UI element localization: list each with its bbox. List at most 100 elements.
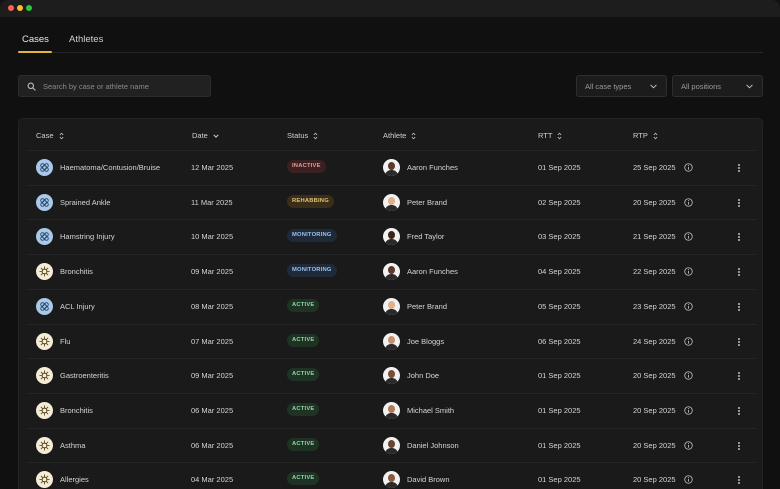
case-date: 06 Mar 2025 [191, 440, 234, 450]
column-header-case[interactable]: Case [36, 131, 64, 140]
status-badge: REHABBING [287, 194, 334, 208]
case-name[interactable]: Gastroenteritis [60, 371, 109, 381]
more-vertical-icon[interactable] [736, 301, 742, 313]
table-row[interactable]: Flu 07 Mar 2025 ACTIVE Joe Bloggs 06 Sep 202… [27, 323, 756, 359]
info-icon[interactable] [684, 267, 693, 276]
table-row[interactable]: Bronchitis 09 Mar 2025 MONITORING Aaron Fun… [27, 254, 756, 289]
chevron-down-icon [746, 84, 753, 89]
case-type-filter[interactable]: All case types [576, 75, 667, 97]
search-box[interactable] [18, 75, 211, 97]
athlete-name[interactable]: Aaron Funches [407, 163, 458, 172]
table-row[interactable]: Gastroenteritis 09 Mar 2025 ACTIVE John Doe… [27, 358, 756, 393]
avatar [383, 436, 400, 454]
status-badge: INACTIVE [287, 160, 326, 173]
sort-icon [59, 132, 63, 140]
info-icon[interactable] [684, 232, 693, 242]
info-icon[interactable] [684, 302, 693, 311]
case-name[interactable]: ACL Injury [60, 301, 95, 311]
info-icon[interactable] [684, 475, 693, 484]
virus-icon [39, 405, 50, 416]
column-header-status[interactable]: Status [287, 131, 318, 140]
case-type-icon [36, 401, 53, 419]
rtp-date: 23 Sep 2025 [633, 301, 676, 311]
info-icon[interactable] [684, 371, 693, 380]
avatar [383, 401, 400, 419]
athlete-name[interactable]: Joe Bloggs [407, 336, 445, 346]
case-type-icon [36, 297, 53, 315]
maximize-window-button[interactable] [26, 5, 32, 11]
table-row[interactable]: ACL Injury 08 Mar 2025 ACTIVE Peter Brand 05… [27, 288, 756, 324]
close-window-button[interactable] [8, 5, 14, 11]
tab-athletes[interactable]: Athletes [69, 34, 104, 45]
athlete-name[interactable]: David Brown [407, 475, 450, 485]
athlete-name[interactable]: Peter Brand [407, 301, 448, 311]
table-row[interactable]: Haematoma/Contusion/Bruise 12 Mar 2025 INA… [27, 150, 756, 185]
case-type-icon [36, 471, 53, 489]
case-name[interactable]: Flu [60, 336, 71, 346]
virus-icon [39, 266, 50, 277]
chevron-down-icon [650, 84, 657, 89]
case-name[interactable]: Sprained Ankle [60, 197, 111, 207]
table-row[interactable]: Asthma 06 Mar 2025 ACTIVE Daniel Johnson 01 … [27, 427, 756, 463]
title-bar [0, 0, 780, 17]
column-header-rtp[interactable]: RTP [633, 131, 658, 140]
search-input[interactable] [43, 79, 203, 93]
table-header: Case Date Status Athlete RTT RTP [19, 119, 764, 150]
position-filter[interactable]: All positions [672, 75, 763, 97]
more-vertical-icon[interactable] [736, 162, 742, 174]
case-name[interactable]: Allergies [60, 475, 89, 485]
case-date: 12 Mar 2025 [191, 163, 234, 172]
athlete-name[interactable]: Peter Brand [407, 197, 448, 207]
athlete-name[interactable]: Daniel Johnson [407, 440, 459, 450]
chevron-down-icon [213, 134, 219, 138]
rtp-date: 20 Sep 2025 [633, 475, 676, 485]
more-vertical-icon[interactable] [736, 197, 742, 209]
minimize-window-button[interactable] [17, 5, 23, 11]
status-badge: ACTIVE [287, 472, 320, 486]
rtt-date: 01 Sep 2025 [538, 163, 581, 172]
rtt-date: 01 Sep 2025 [538, 371, 581, 381]
case-type-filter-value: All case types [585, 82, 632, 91]
athlete-name[interactable]: Fred Taylor [407, 232, 445, 242]
more-vertical-icon[interactable] [736, 370, 742, 382]
column-header-rtt[interactable]: RTT [538, 131, 562, 140]
status-badge: ACTIVE [287, 402, 320, 416]
case-type-icon [36, 228, 53, 246]
info-icon[interactable] [684, 198, 693, 207]
tab-cases[interactable]: Cases [22, 34, 49, 45]
case-name[interactable]: Hamstring Injury [60, 232, 115, 242]
case-type-icon [36, 159, 53, 176]
info-icon[interactable] [684, 163, 693, 172]
case-name[interactable]: Haematoma/Contusion/Bruise [60, 163, 161, 172]
case-type-icon [36, 367, 53, 385]
more-vertical-icon[interactable] [736, 440, 742, 452]
virus-icon [39, 335, 50, 347]
info-icon[interactable] [684, 440, 693, 450]
table-row[interactable]: Allergies 04 Mar 2025 ACTIVE David Brown 01 … [27, 462, 756, 489]
case-name[interactable]: Bronchitis [60, 267, 93, 277]
rtp-date: 24 Sep 2025 [633, 336, 676, 346]
rtt-date: 06 Sep 2025 [538, 336, 581, 346]
info-icon[interactable] [684, 336, 693, 346]
more-vertical-icon[interactable] [736, 336, 742, 348]
sort-icon [313, 132, 318, 140]
column-header-date[interactable]: Date [192, 131, 219, 140]
more-vertical-icon[interactable] [736, 474, 742, 486]
more-vertical-icon[interactable] [736, 266, 742, 278]
athlete-name[interactable]: John Doe [407, 371, 440, 381]
case-name[interactable]: Bronchitis [60, 405, 93, 415]
info-icon[interactable] [684, 406, 693, 415]
column-header-athlete[interactable]: Athlete [383, 131, 416, 140]
table-row[interactable]: Sprained Ankle 11 Mar 2025 REHABBING Peter … [27, 184, 756, 220]
virus-icon [39, 439, 50, 451]
rtt-date: 04 Sep 2025 [538, 267, 581, 277]
case-date: 08 Mar 2025 [191, 301, 234, 311]
case-name[interactable]: Asthma [60, 440, 86, 450]
table-row[interactable]: Hamstring Injury 10 Mar 2025 MONITORING Fre… [27, 219, 756, 254]
more-vertical-icon[interactable] [736, 405, 742, 417]
more-vertical-icon[interactable] [736, 231, 742, 243]
table-row[interactable]: Bronchitis 06 Mar 2025 ACTIVE Michael Smith… [27, 392, 756, 428]
athlete-name[interactable]: Michael Smith [407, 405, 455, 415]
athlete-name[interactable]: Aaron Funches [407, 267, 458, 277]
